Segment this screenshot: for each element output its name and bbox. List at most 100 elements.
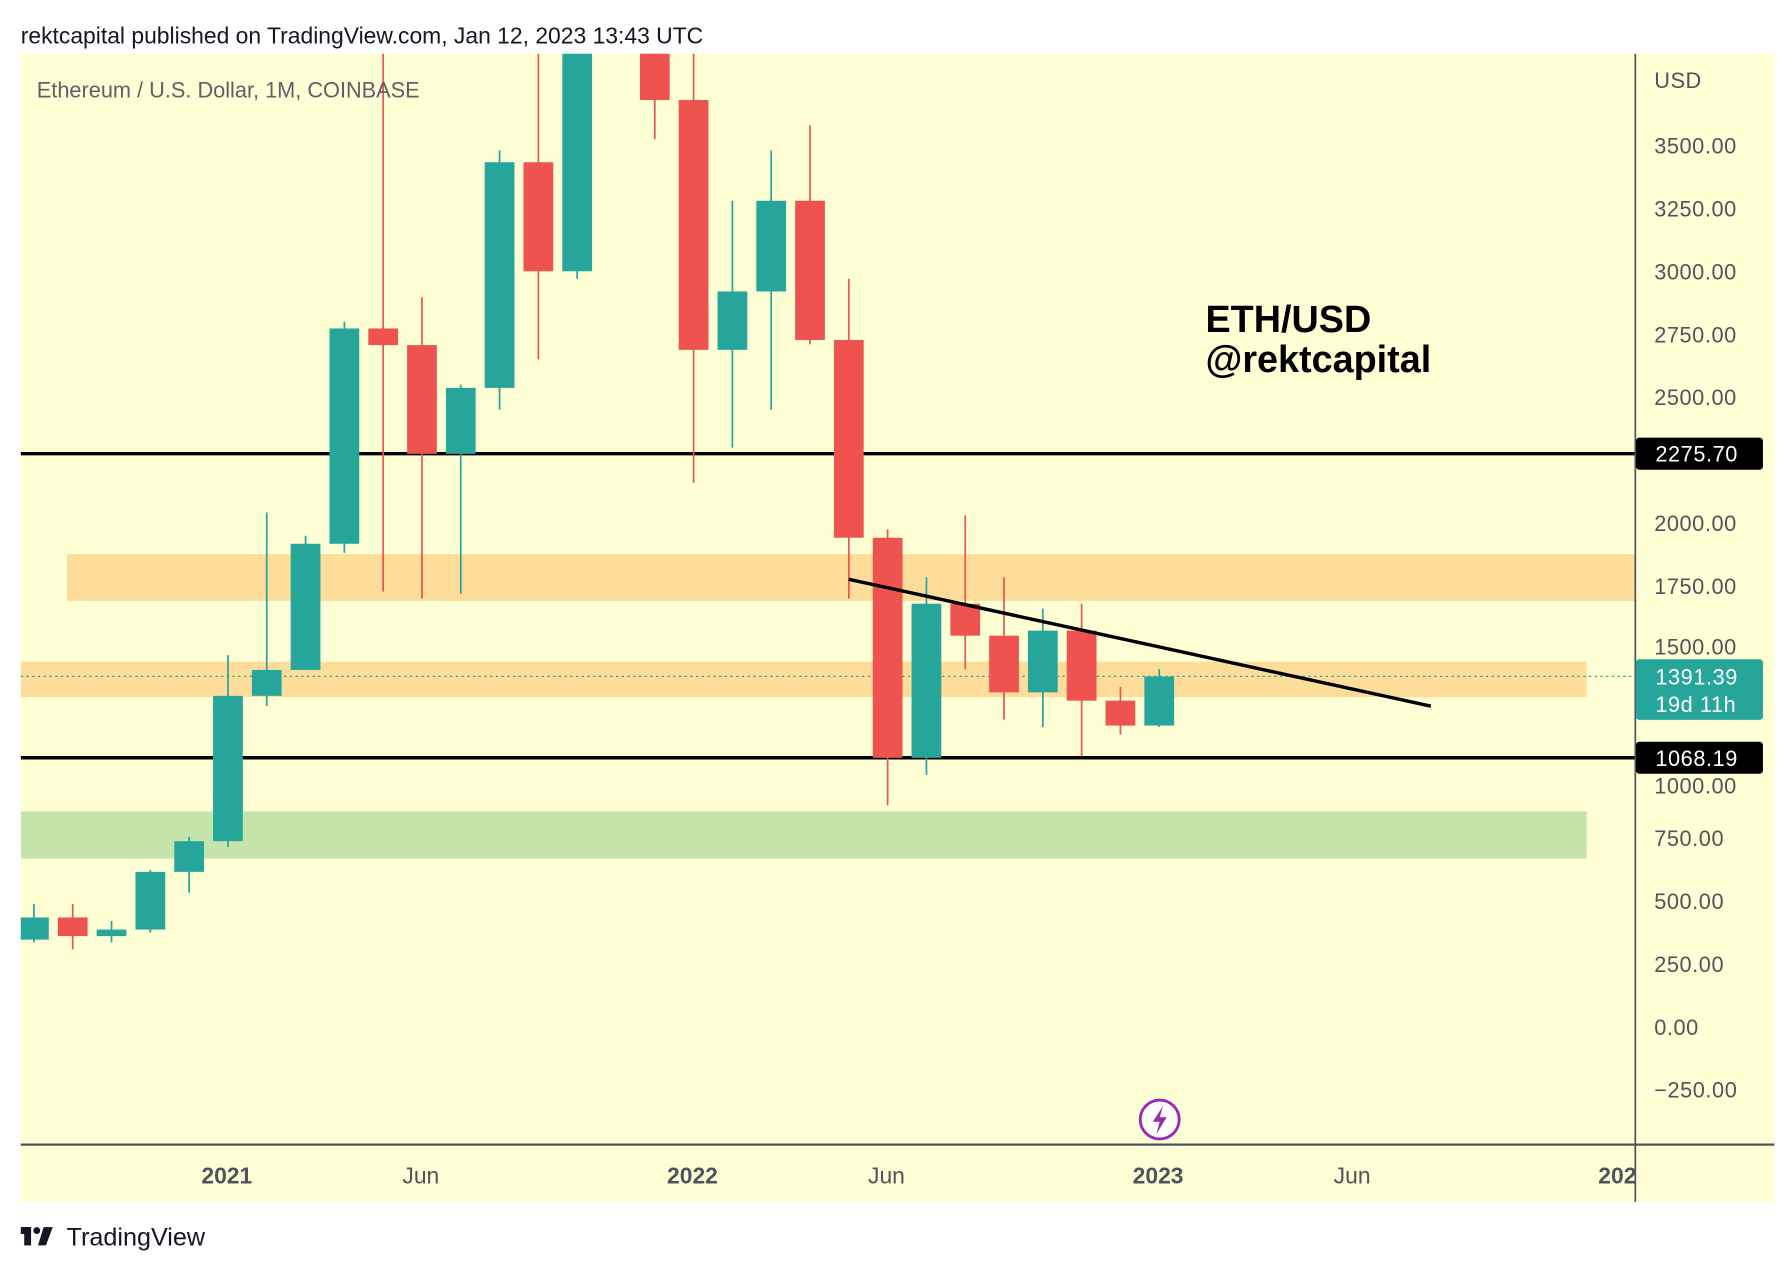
candle-2022-12[interactable] [1105,686,1136,735]
candle-body [795,200,825,341]
green-zone[interactable] [20,811,1587,859]
candle-2021-10[interactable] [562,0,593,279]
time-tick-label: Jun [402,1163,439,1189]
price-tick-label: 250.00 [1654,952,1724,977]
price-tick-label: 2500.00 [1654,385,1737,410]
candle-2021-05[interactable] [368,0,399,592]
candle-2020-12[interactable] [174,836,205,893]
candle-body [290,543,321,670]
candle-2021-03[interactable] [290,535,321,670]
candle-2022-01[interactable] [678,45,709,483]
price-tick-label: 500.00 [1654,889,1724,914]
candle-body [1144,676,1175,726]
candle-body [678,100,709,350]
candle-body [445,387,476,454]
price-tick-label: 1750.00 [1654,574,1737,599]
lightning-event-icon[interactable] [1138,1098,1181,1141]
plot-area[interactable] [19,0,1635,950]
candle-2022-08[interactable] [950,515,981,670]
orange-zone[interactable] [67,554,1635,601]
candle-2020-08[interactable] [19,903,49,943]
price-level-label: 1068.19 [1655,746,1738,771]
candle-2022-02[interactable] [717,200,748,448]
price-level-badge [1635,741,1763,774]
candle-2021-07[interactable] [445,384,476,594]
tradingview-logo[interactable]: TradingView [20,1223,206,1251]
annotation-pair: ETH/USD [1205,299,1371,341]
candle-body [989,635,1019,693]
time-tick-label: 2024 [1598,1163,1649,1189]
candle-2021-12[interactable] [639,0,670,140]
publish-header: rektcapital published on TradingView.com… [21,22,703,48]
candle-2022-07[interactable] [911,577,942,775]
candle-body [407,345,437,454]
descending-trendline[interactable] [848,577,1432,708]
price-tick-label: −250.00 [1654,1078,1737,1103]
candle-countdown-label: 19d 11h [1655,692,1736,717]
candle-2021-06[interactable] [407,297,437,599]
candle-2021-04[interactable] [329,321,360,553]
candle-2023-01[interactable] [1144,669,1175,728]
price-level-label: 2275.70 [1655,442,1738,467]
candle-body [329,328,360,544]
annotation-author: @rektcapital [1205,339,1431,381]
candle-2020-09[interactable] [57,903,88,950]
candle-body [135,871,166,930]
candle-body [96,929,127,937]
current-price-badge [1635,659,1763,720]
candle-body [523,162,554,272]
candle-2020-10[interactable] [96,920,127,943]
candle-2022-06[interactable] [872,529,903,806]
price-level-badge [1635,437,1763,470]
price-tick-label: 2750.00 [1654,322,1737,347]
candle-body [1027,630,1058,693]
candle-body [833,340,864,538]
price-axis-currency: USD [1654,68,1702,93]
time-axis[interactable]: 2021 Jun 2022 Jun 2023 Jun 2024 [201,1163,1649,1189]
candle-body [57,917,88,937]
time-tick-label: 2023 [1133,1163,1184,1189]
candle-body [174,841,205,872]
candle-body [251,669,282,696]
candle-body [717,291,748,350]
candle-2021-02[interactable] [251,512,282,706]
candle-body [756,200,787,292]
candle-body [872,537,903,758]
price-axis[interactable]: 3500.00 3250.00 3000.00 2750.00 2500.00 2000.… [1654,133,1737,1102]
price-tick-label: 1000.00 [1654,773,1737,798]
candle-body [950,603,981,636]
price-tick-label: 750.00 [1654,826,1724,851]
candle-2021-09[interactable] [523,12,554,360]
time-tick-label: Jun [1334,1163,1371,1189]
time-tick-label: Jun [868,1163,905,1189]
candle-2022-04[interactable] [795,125,825,345]
tradingview-logo-icon [20,1227,53,1246]
candle-body [911,603,942,758]
candle-2021-01[interactable] [213,655,243,847]
price-tick-label: 0.00 [1654,1015,1699,1040]
candle-2021-08[interactable] [484,150,515,410]
tradingview-logo-text: TradingView [67,1223,206,1251]
candle-body [1105,700,1136,726]
candle-body [20,917,49,940]
orange-zone[interactable] [20,661,1587,698]
candle-2022-03[interactable] [756,150,787,410]
candle-2022-09[interactable] [989,577,1019,720]
time-tick-label: 2022 [667,1163,718,1189]
price-tick-label: 3500.00 [1654,133,1737,158]
price-tick-label: 2000.00 [1654,511,1737,536]
candle-2022-10[interactable] [1027,608,1058,728]
candle-body [639,53,670,101]
price-tick-label: 1500.00 [1654,635,1737,660]
candle-2020-11[interactable] [135,870,166,933]
candle-2022-11[interactable] [1066,603,1097,757]
price-tick-label: 3250.00 [1654,196,1737,221]
candle-body [368,328,399,346]
candle-body [562,53,593,272]
chart-title: Ethereum / U.S. Dollar, 1M, COINBASE [37,77,420,102]
candle-body [213,695,243,842]
price-tick-label: 3000.00 [1654,259,1737,284]
candle-body [1066,630,1097,701]
current-price-label: 1391.39 [1655,664,1738,689]
candle-2022-05[interactable] [833,278,864,599]
